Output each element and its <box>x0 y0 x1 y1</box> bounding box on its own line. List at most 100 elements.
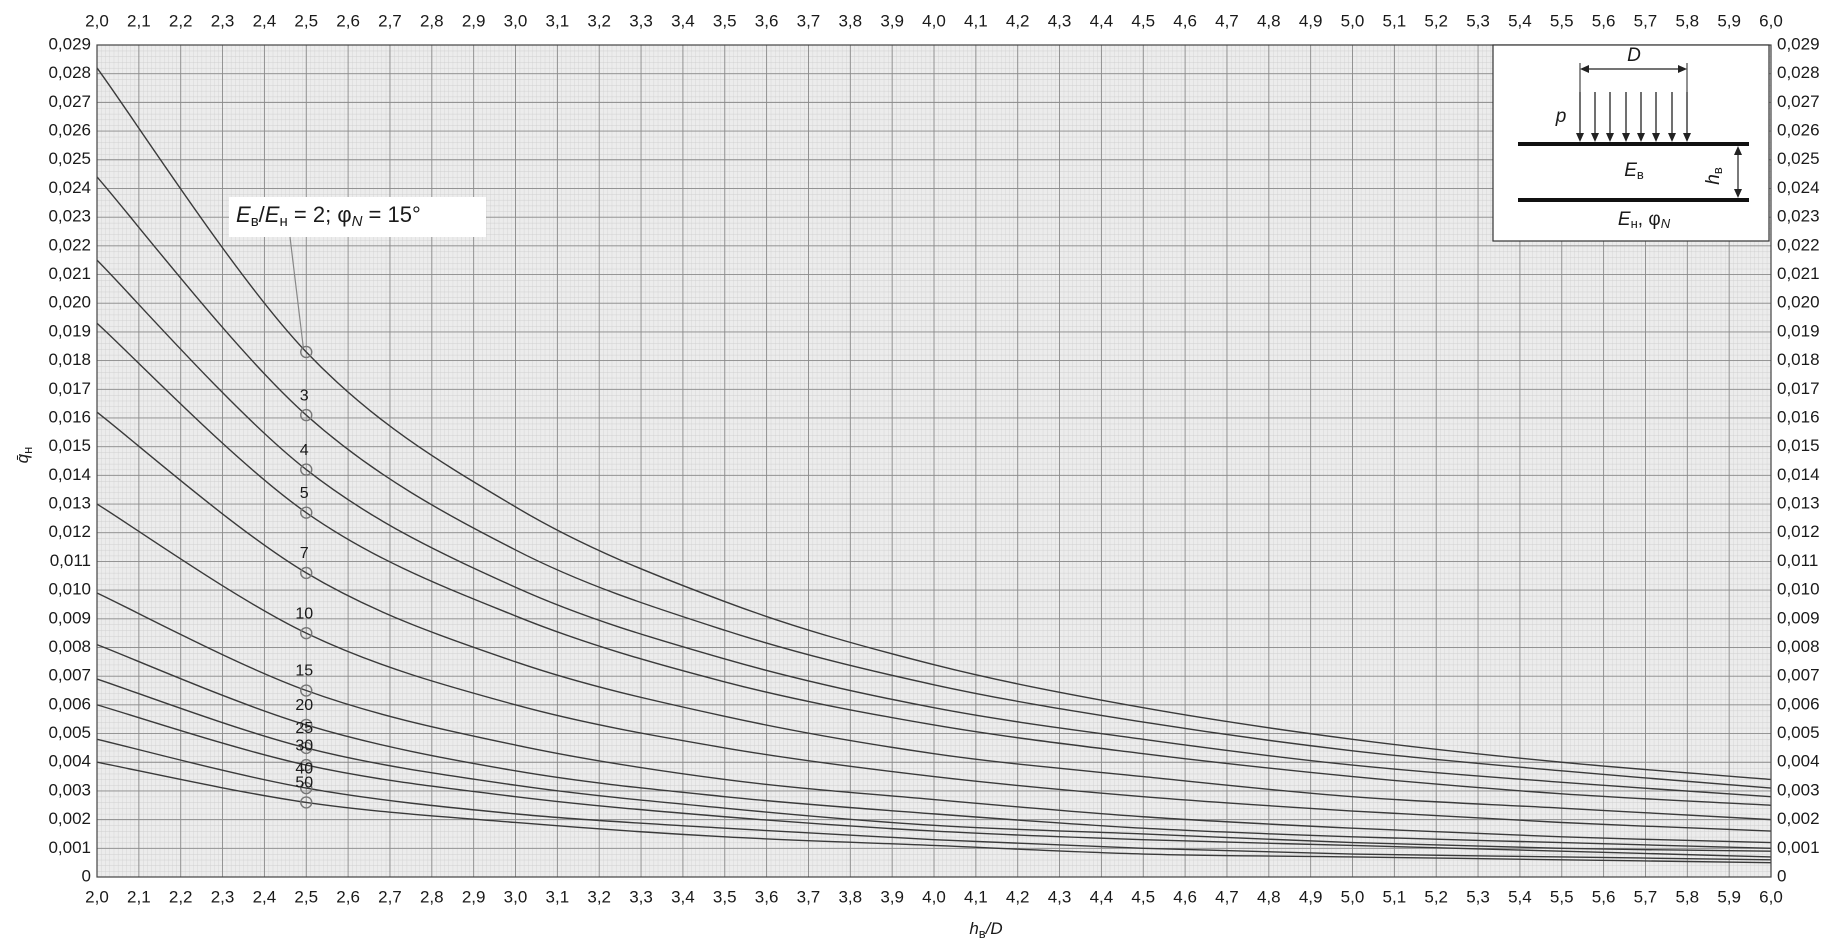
y-tick-label: 0,022 <box>1777 235 1820 254</box>
y-tick-label: 0,008 <box>48 637 91 656</box>
y-tick-label: 0,007 <box>48 666 91 685</box>
x-tick-label: 3,7 <box>797 887 821 906</box>
x-tick-label: 5,4 <box>1508 11 1532 30</box>
x-tick-label: 5,4 <box>1508 887 1532 906</box>
annotation-text: Eв/Eн = 2; φN = 15° <box>236 202 421 230</box>
y-tick-label: 0,008 <box>1777 637 1820 656</box>
curve <box>96 411 1772 821</box>
x-tick-label: 4,7 <box>1215 11 1239 30</box>
labels-layer: 2,0 2,0 2,1 2,1 2,2 2,2 2,3 2,3 2,4 2,4 2,5 2,5 2,6 2… <box>48 11 1819 906</box>
y-tick-label: 0,012 <box>1777 522 1820 541</box>
x-tick-label: 4,0 <box>922 11 946 30</box>
x-tick-label: 2,4 <box>253 11 277 30</box>
label-marker <box>300 626 313 640</box>
series-label: 30 <box>295 737 313 754</box>
x-tick-label: 4,8 <box>1257 11 1281 30</box>
y-tick-label: 0,001 <box>48 838 91 857</box>
x-tick-label: 3,3 <box>629 11 653 30</box>
x-tick-label: 5,7 <box>1634 887 1658 906</box>
x-tick-label: 5,9 <box>1717 11 1741 30</box>
y-tick-label: 0,005 <box>1777 723 1820 742</box>
annotation-part: н <box>279 213 287 230</box>
y-tick-label: 0,029 <box>1777 34 1820 53</box>
curve <box>96 67 1772 781</box>
y-tick-label: 0,014 <box>48 465 91 484</box>
diagram-label-part: E <box>1624 160 1637 181</box>
series-label: 7 <box>300 545 309 562</box>
x-tick-label: 2,8 <box>420 887 444 906</box>
diagram-label-part: в <box>1637 167 1644 182</box>
annotation-part: = 15° <box>362 202 420 227</box>
y-tick-label: 0,021 <box>48 264 91 283</box>
plot-layer <box>96 44 1772 878</box>
annotation-part: = <box>288 202 313 227</box>
x-tick-label: 3,2 <box>587 887 611 906</box>
x-label-part: в <box>979 926 986 941</box>
x-tick-label: 4,1 <box>964 11 988 30</box>
x-tick-label: 5,9 <box>1717 887 1741 906</box>
y-tick-label: 0,025 <box>48 149 91 168</box>
x-tick-label: 3,5 <box>713 887 737 906</box>
annotation: Eв/Eн = 2; φN = 15° <box>229 197 486 237</box>
plot-frame <box>96 44 1772 878</box>
x-tick-label: 3,8 <box>838 11 862 30</box>
leader-line <box>289 236 304 348</box>
x-axis-label: hв/D <box>969 919 1002 941</box>
y-tick-label: 0,003 <box>48 780 91 799</box>
y-tick-label: 0,004 <box>1777 752 1820 771</box>
x-tick-label: 2,3 <box>211 887 235 906</box>
x-tick-label: 2,6 <box>336 11 360 30</box>
y-tick-label: 0,020 <box>1777 293 1820 312</box>
curve <box>96 761 1772 864</box>
x-tick-label: 2,4 <box>253 887 277 906</box>
x-tick-label: 2,5 <box>294 887 318 906</box>
x-tick-label: 5,6 <box>1592 11 1616 30</box>
x-tick-label: 3,6 <box>755 887 779 906</box>
x-tick-label: 4,7 <box>1215 887 1239 906</box>
x-tick-label: 2,9 <box>462 11 486 30</box>
y-tick-label: 0,024 <box>48 178 91 197</box>
y-label-part: q̄ <box>13 453 32 463</box>
x-tick-label: 5,5 <box>1550 11 1574 30</box>
x-tick-label: 5,8 <box>1675 887 1699 906</box>
x-tick-label: 4,9 <box>1299 11 1323 30</box>
x-tick-label: 3,7 <box>797 11 821 30</box>
x-tick-label: 3,3 <box>629 887 653 906</box>
y-tick-label: 0,009 <box>48 608 91 627</box>
label-marker <box>300 741 313 755</box>
x-tick-label: 5,7 <box>1634 11 1658 30</box>
annotation-part: E <box>236 202 251 227</box>
y-tick-label: 0,012 <box>48 522 91 541</box>
series-label: 40 <box>295 760 313 777</box>
x-tick-label: 4,1 <box>964 887 988 906</box>
series-label: 2 <box>313 202 325 227</box>
curve <box>96 503 1772 832</box>
x-tick-label: 5,0 <box>1341 11 1365 30</box>
y-tick-label: 0,017 <box>1777 379 1820 398</box>
curve <box>96 643 1772 850</box>
x-tick-label: 2,0 <box>85 887 109 906</box>
x-tick-label: 2,1 <box>127 11 151 30</box>
label-marker <box>300 684 313 697</box>
annotation-part: ; φ <box>325 202 352 227</box>
curve <box>96 176 1772 789</box>
diagram-label-part: , φ <box>1638 209 1661 230</box>
label-marker <box>300 758 313 772</box>
y-tick-label: 0,002 <box>1777 809 1820 828</box>
x-tick-label: 4,3 <box>1048 11 1072 30</box>
curve <box>96 704 1772 858</box>
curve <box>96 678 1772 852</box>
x-tick-label: 2,2 <box>169 11 193 30</box>
y-tick-label: 0,015 <box>48 436 91 455</box>
y-tick-label: 0,028 <box>48 63 91 82</box>
x-tick-label: 5,0 <box>1341 887 1365 906</box>
x-tick-label: 2,0 <box>85 11 109 30</box>
y-tick-label: 0,003 <box>1777 780 1820 799</box>
x-tick-label: 6,0 <box>1759 887 1783 906</box>
y-tick-label: 0,017 <box>48 379 91 398</box>
y-tick-label: 0,018 <box>48 350 91 369</box>
series-label: 5 <box>300 485 309 502</box>
series-label: 4 <box>300 442 309 459</box>
diagram-label: p <box>1555 106 1567 127</box>
